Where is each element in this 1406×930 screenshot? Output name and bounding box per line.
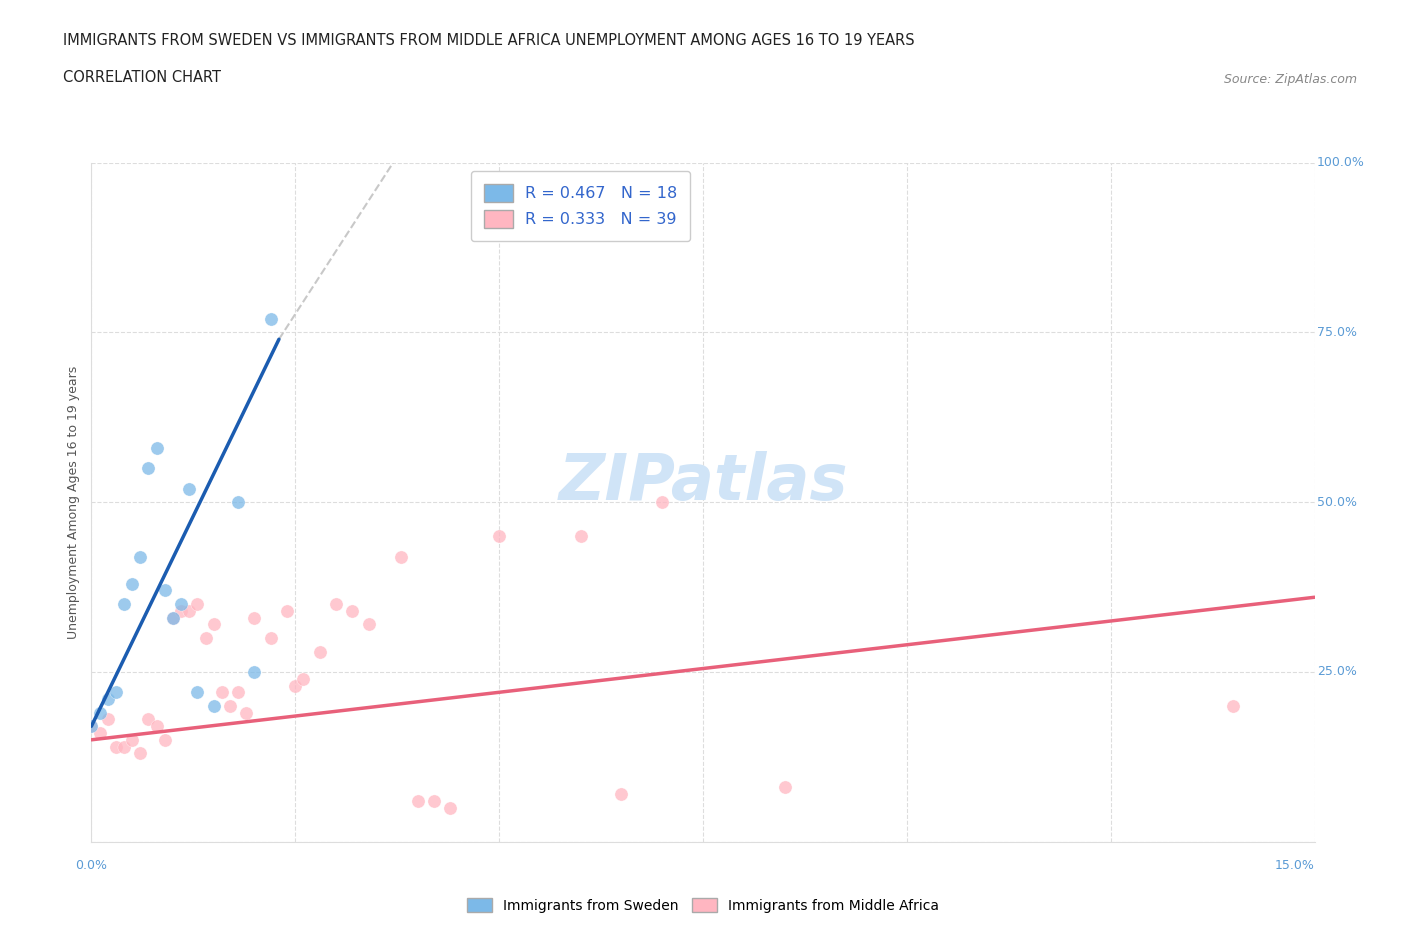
Point [439,800,461,815]
Point [488,528,510,543]
Point [179,481,201,496]
Point [773,780,796,795]
Point [569,528,592,543]
Text: CORRELATION CHART: CORRELATION CHART [63,70,221,85]
Point [226,684,249,699]
Point [179,604,201,618]
Point [89,705,111,720]
Text: 25.0%: 25.0% [1317,666,1357,678]
Text: IMMIGRANTS FROM SWEDEN VS IMMIGRANTS FROM MIDDLE AFRICA UNEMPLOYMENT AMONG AGES : IMMIGRANTS FROM SWEDEN VS IMMIGRANTS FRO… [63,33,915,47]
Point [104,739,127,754]
Point [129,746,152,761]
Legend: R = 0.467   N = 18, R = 0.333   N = 39: R = 0.467 N = 18, R = 0.333 N = 39 [471,171,690,241]
Y-axis label: Unemployment Among Ages 16 to 19 years: Unemployment Among Ages 16 to 19 years [67,365,80,639]
Point [406,793,429,808]
Point [389,549,412,564]
Text: 75.0%: 75.0% [1317,326,1357,339]
Point [153,583,176,598]
Point [80,719,103,734]
Point [112,597,135,612]
Point [308,644,330,659]
Point [610,787,633,802]
Point [284,678,307,693]
Point [243,610,266,625]
Point [121,577,143,591]
Point [211,684,233,699]
Text: 50.0%: 50.0% [1317,496,1357,509]
Point [186,684,208,699]
Text: Source: ZipAtlas.com: Source: ZipAtlas.com [1223,73,1357,86]
Point [89,725,111,740]
Point [170,597,193,612]
Point [162,610,184,625]
Text: ZIPatlas: ZIPatlas [558,451,848,512]
Point [153,733,176,748]
Point [423,793,446,808]
Point [145,441,167,456]
Text: 100.0%: 100.0% [1317,156,1365,169]
Point [97,712,120,727]
Point [104,684,127,699]
Point [235,705,257,720]
Point [651,495,673,510]
Point [80,719,103,734]
Point [325,597,347,612]
Point [276,604,298,618]
Point [357,617,380,631]
Point [292,671,315,686]
Point [342,604,364,618]
Point [243,665,266,680]
Legend: Immigrants from Sweden, Immigrants from Middle Africa: Immigrants from Sweden, Immigrants from … [461,893,945,919]
Point [194,631,217,645]
Point [186,597,208,612]
Point [138,461,160,476]
Text: 15.0%: 15.0% [1275,858,1315,871]
Point [202,617,225,631]
Point [162,610,184,625]
Point [1222,698,1244,713]
Point [219,698,242,713]
Point [202,698,225,713]
Point [138,712,160,727]
Point [170,604,193,618]
Point [226,495,249,510]
Point [129,549,152,564]
Point [145,719,167,734]
Point [112,739,135,754]
Point [97,692,120,707]
Point [260,631,283,645]
Text: 0.0%: 0.0% [76,858,107,871]
Point [260,312,283,326]
Point [121,733,143,748]
